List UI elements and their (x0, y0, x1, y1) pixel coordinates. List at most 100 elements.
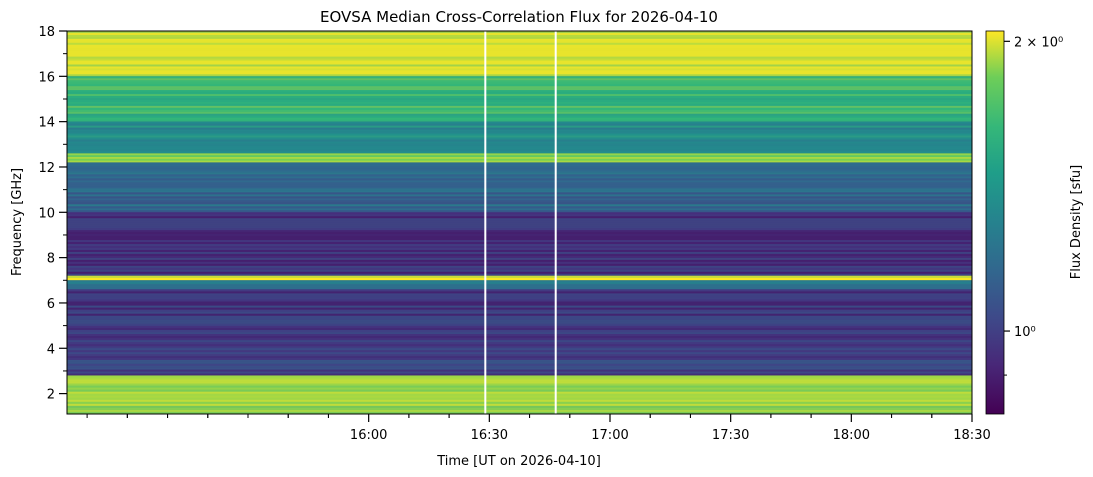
band-texture-row (67, 92, 972, 95)
band-texture-row (67, 54, 972, 57)
band-texture-row (67, 135, 972, 138)
band-texture-row (67, 329, 972, 333)
band-texture-row (67, 200, 972, 203)
band-texture-row (67, 340, 972, 343)
band-texture-row (67, 387, 972, 390)
x-tick-label: 16:30 (471, 428, 508, 443)
band-texture-row (67, 299, 972, 302)
plot-frame (66, 30, 973, 415)
band-texture-row (67, 344, 972, 347)
band-texture-row (67, 373, 972, 376)
band-texture-row (67, 178, 972, 181)
band-texture-row (67, 280, 972, 283)
band-texture-row (67, 238, 972, 241)
band-texture-row (67, 249, 972, 252)
band-texture-row (67, 180, 972, 183)
spectrogram-heatmap (67, 31, 972, 414)
band-texture-row (67, 115, 972, 118)
band-texture-row (67, 218, 972, 221)
band-texture-row (67, 40, 972, 43)
band-texture-row (67, 327, 972, 330)
band-texture-row (67, 363, 972, 366)
band-texture-row (67, 309, 972, 312)
band-texture-row (67, 176, 972, 179)
band-texture-row (67, 369, 972, 372)
band-texture-row (67, 381, 972, 384)
band-texture-row (67, 182, 972, 185)
x-axis-ticks: 16:00 16:30 17:00 17:30 18:00 18:30 (86, 414, 991, 443)
band-texture-row (67, 101, 972, 104)
x-tick-label: 18:30 (953, 428, 990, 443)
band-texture-row (67, 168, 972, 171)
band-texture-row (67, 361, 972, 364)
x-tick-label: 16:00 (350, 428, 387, 443)
band-texture-row (67, 311, 972, 314)
band-texture-row (67, 255, 972, 258)
band-texture-row (67, 295, 972, 298)
band-texture-row (67, 84, 972, 87)
freq-band-2 (67, 121, 972, 154)
freq-band-10 (67, 375, 972, 414)
band-texture-row (67, 31, 972, 33)
band-texture-row (67, 139, 972, 142)
x-tick-label: 17:30 (712, 428, 749, 443)
band-texture-row (67, 307, 972, 310)
band-texture-row (67, 50, 972, 53)
band-texture-row (67, 323, 972, 326)
band-texture-row (67, 411, 972, 414)
band-texture-row (67, 375, 972, 378)
band-texture-row (67, 94, 972, 97)
band-texture-row (67, 98, 972, 100)
band-texture-row (67, 395, 972, 398)
colorbar (985, 30, 1005, 415)
band-texture-row (67, 348, 972, 351)
freq-band-0 (67, 31, 972, 77)
freq-band-5 (67, 212, 972, 276)
y-tick-label: 14 (38, 116, 55, 131)
band-texture-row (67, 48, 972, 51)
band-texture-row (67, 96, 972, 99)
band-texture-row (67, 271, 972, 274)
freq-band-7 (67, 280, 972, 290)
band-texture-row (67, 44, 972, 47)
band-texture-row (67, 137, 972, 140)
band-texture-row (67, 36, 972, 39)
band-texture-row (67, 157, 972, 159)
band-texture-row (67, 289, 972, 292)
chart-title: EOVSA Median Cross-Correlation Flux for … (320, 8, 718, 26)
band-texture-row (67, 391, 972, 394)
band-texture-row (67, 107, 972, 110)
band-texture-row (67, 371, 972, 374)
band-texture-row (67, 155, 972, 158)
band-texture-row (67, 350, 972, 353)
band-texture-row (67, 287, 972, 290)
band-texture-row (67, 240, 972, 243)
band-texture-row (67, 379, 972, 382)
band-texture-row (67, 121, 972, 124)
y-tick-label: 2 (47, 388, 55, 403)
band-texture-row (67, 166, 972, 169)
freq-band-4 (67, 162, 972, 213)
band-texture-row (67, 62, 972, 65)
band-texture-row (67, 158, 972, 161)
band-texture-row (67, 72, 972, 75)
band-texture-row (67, 263, 972, 266)
band-texture-row (67, 236, 972, 239)
band-texture-row (67, 46, 972, 49)
band-texture-row (67, 232, 972, 235)
band-texture-row (67, 160, 972, 163)
band-texture-row (67, 244, 972, 247)
band-texture-row (67, 401, 972, 404)
band-texture-row (67, 365, 972, 368)
band-texture-row (67, 234, 972, 237)
y-axis-ticks: 2 4 6 8 10 12 14 16 18 (38, 25, 67, 403)
band-texture-row (67, 385, 972, 388)
band-texture-row (67, 216, 972, 219)
band-texture-row (67, 251, 972, 254)
band-texture-row (67, 88, 972, 91)
band-texture-row (67, 336, 972, 339)
band-texture-row (67, 34, 972, 37)
band-texture-row (67, 222, 972, 225)
y-tick-label: 10 (38, 206, 55, 221)
